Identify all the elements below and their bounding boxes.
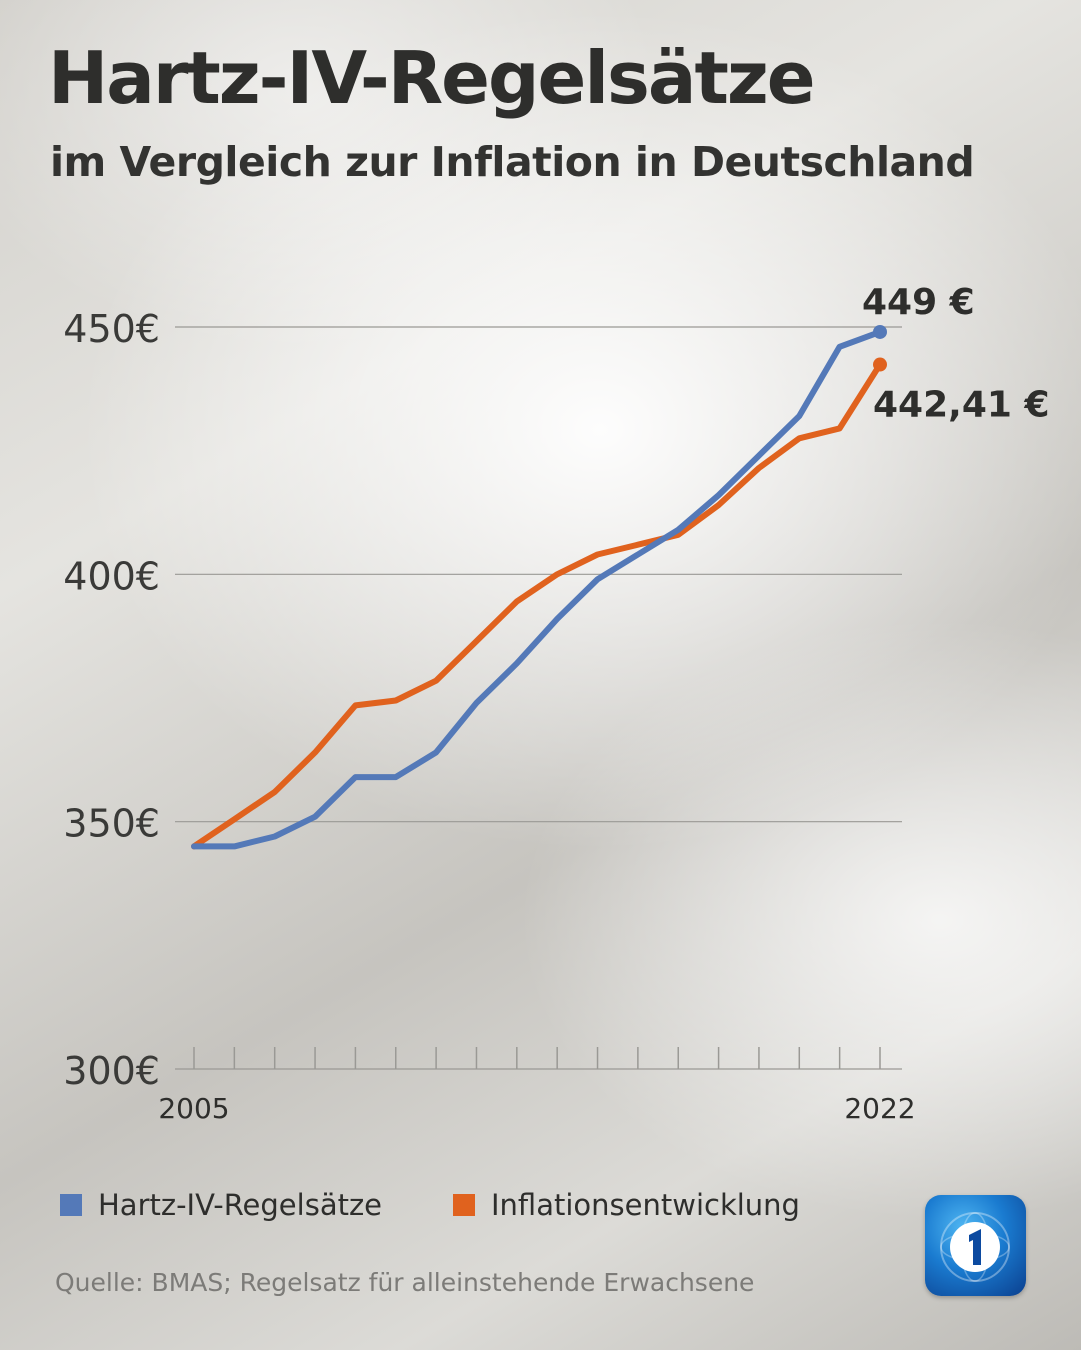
- series-endpoint-hartz: [873, 324, 887, 339]
- legend-swatch-inflation: [453, 1194, 475, 1216]
- end-label-hartz: 449 €: [862, 282, 975, 323]
- tagesschau-logo-icon: [925, 1195, 1026, 1296]
- y-tick-label-350: 350€: [63, 802, 160, 846]
- legend-label-hartz: Hartz-IV-Regelsätze: [98, 1188, 383, 1222]
- end-label-inflation: 442,41 €: [873, 385, 1050, 426]
- x-tick-label-2022: 2022: [844, 1092, 915, 1125]
- chart-title: Hartz-IV-Regelsätze: [48, 36, 816, 120]
- legend-swatch-hartz: [60, 1194, 82, 1216]
- series-line-inflation: [191, 361, 883, 850]
- series-line-hartz: [191, 328, 883, 850]
- source-note: Quelle: BMAS; Regelsatz für alleinstehen…: [55, 1268, 755, 1297]
- y-tick-label-300: 300€: [63, 1049, 160, 1093]
- series-endpoint-inflation: [873, 357, 887, 372]
- legend-item-hartz: Hartz-IV-Regelsätze: [60, 1188, 382, 1222]
- y-tick-label-450: 450€: [63, 307, 160, 351]
- x-tick-label-2005: 2005: [158, 1092, 229, 1125]
- legend-item-inflation: Inflationsentwicklung: [453, 1188, 800, 1222]
- chart-subtitle: im Vergleich zur Inflation in Deutschlan…: [50, 138, 975, 186]
- y-tick-label-400: 400€: [63, 554, 160, 598]
- legend-label-inflation: Inflationsentwicklung: [491, 1188, 800, 1222]
